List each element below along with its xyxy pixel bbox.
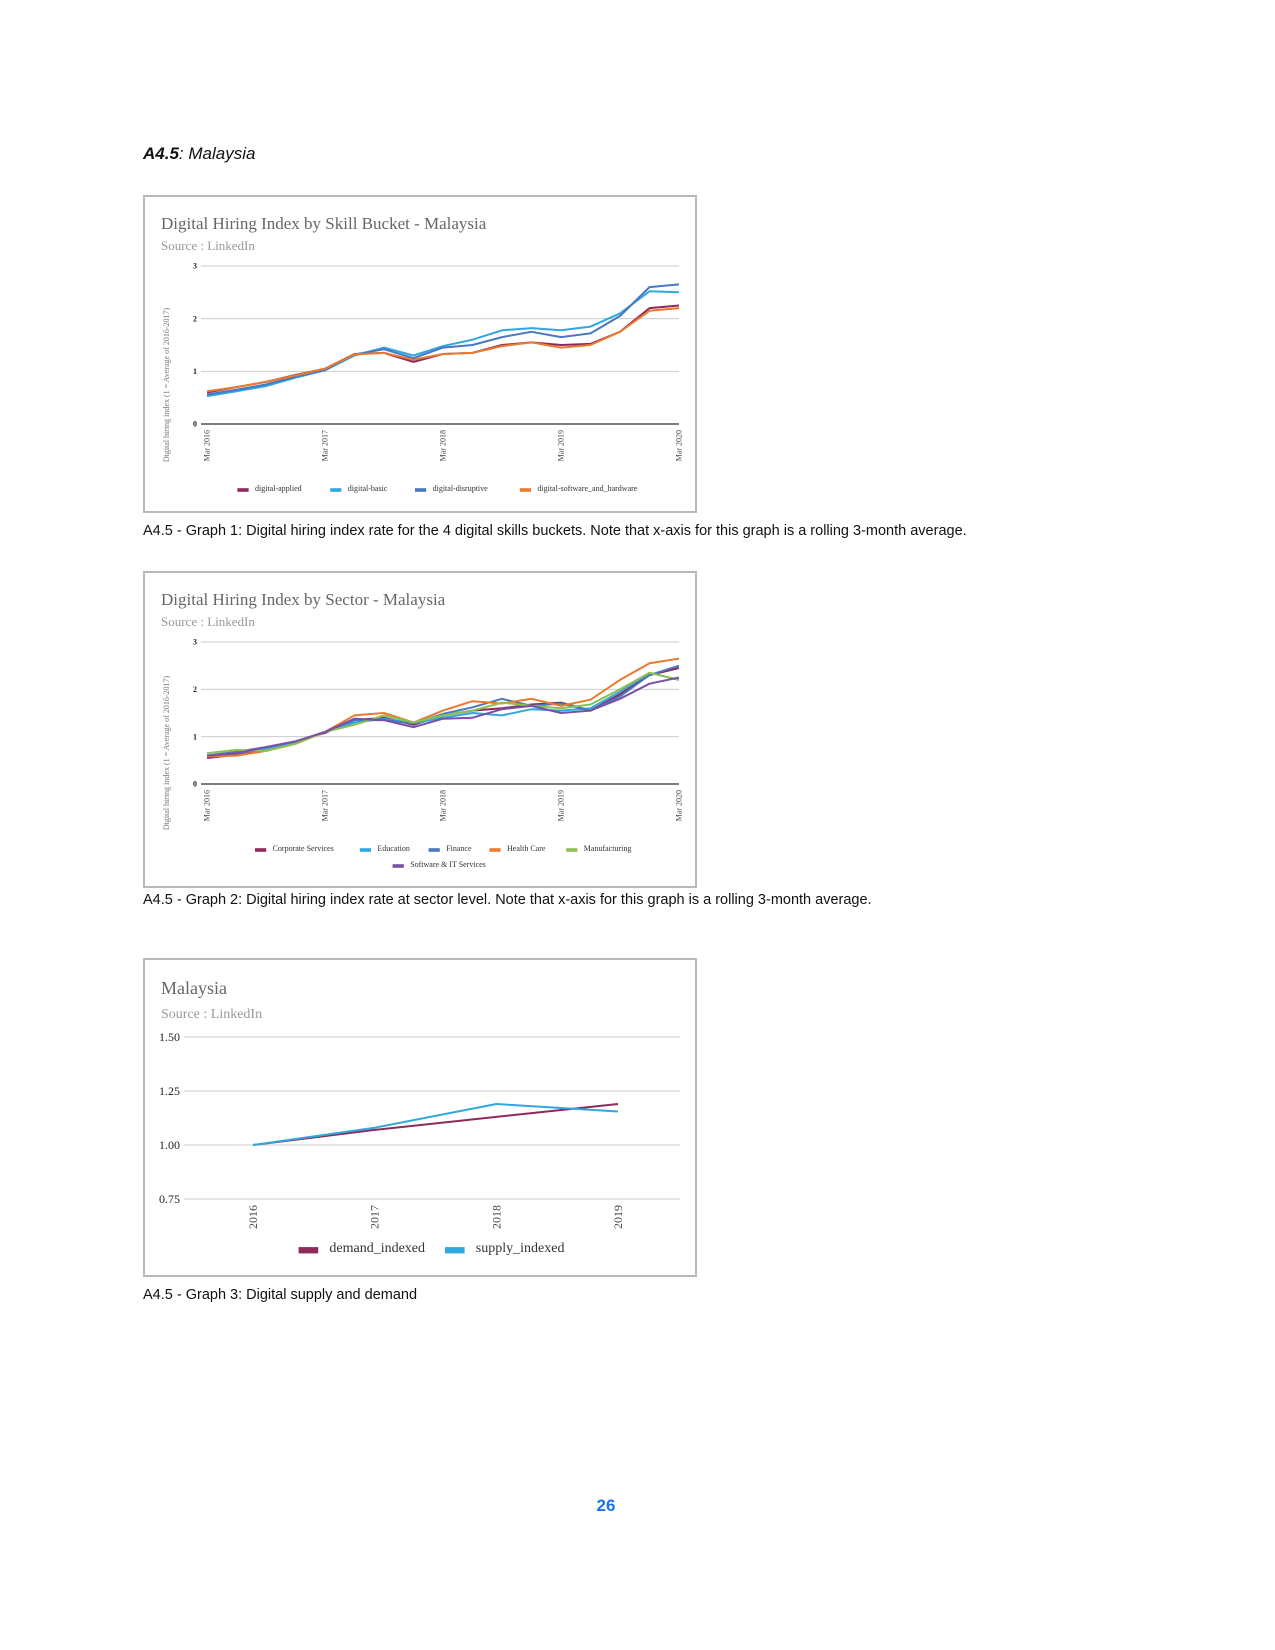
x-tick-label: 2017	[368, 1205, 382, 1229]
x-tick-label: Mar 2016	[203, 430, 212, 461]
legend-swatch	[298, 1247, 319, 1254]
x-tick-label: Mar 2017	[321, 430, 330, 461]
chart-svg: Malaysia Source : LinkedIn 0.75 1.00 1.25 1.5…	[159, 978, 680, 1256]
y-axis-label: Digital hiring index (1 = Average of 201…	[162, 308, 171, 463]
legend-swatch	[255, 848, 267, 852]
series-line-manufacturing	[206, 671, 680, 755]
x-tick-label: Mar 2018	[439, 790, 448, 821]
series-line-digital-basic	[206, 290, 680, 398]
section-title: : Malaysia	[178, 144, 256, 163]
legend-item: Health Care	[489, 844, 546, 853]
section-label: A4.5	[143, 144, 179, 163]
legend-item: supply_indexed	[445, 1241, 564, 1256]
caption-graph-1: A4.5 - Graph 1: Digital hiring index rat…	[143, 523, 967, 539]
legend-label: digital-software_and_hardware	[537, 484, 637, 493]
y-tick-label: 1.25	[159, 1084, 180, 1098]
legend-label: Education	[377, 844, 409, 853]
legend-label: Software & IT Services	[410, 860, 486, 869]
x-tick-label: Mar 2018	[439, 430, 448, 461]
legend-item: digital-software_and_hardware	[519, 484, 638, 493]
legend-swatch	[237, 488, 249, 492]
chart-subtitle: Source : LinkedIn	[161, 1007, 262, 1022]
series-line-digital-software-and-hardware	[206, 307, 680, 393]
series-line-demand-indexed	[252, 1103, 619, 1146]
chart-title: Digital Hiring Index by Sector - Malaysi…	[161, 590, 446, 609]
legend-item: Finance	[428, 844, 472, 853]
chart-svg: Digital Hiring Index by Skill Bucket - M…	[161, 214, 684, 493]
section-heading: A4.5: Malaysia	[143, 144, 255, 164]
page-number: 26	[596, 1496, 616, 1515]
legend-item: demand_indexed	[298, 1241, 425, 1256]
legend-swatch	[489, 848, 501, 852]
series-line-health-care	[206, 657, 680, 758]
legend-swatch	[428, 848, 440, 852]
y-tick-label: 0	[193, 420, 197, 429]
y-tick-label: 3	[193, 638, 197, 647]
legend-swatch	[330, 488, 342, 492]
y-tick-label: 2	[193, 314, 197, 323]
y-tick-label: 1.50	[159, 1030, 180, 1044]
legend-label: Corporate Services	[273, 844, 334, 853]
chart-subtitle: Source : LinkedIn	[161, 238, 255, 253]
legend-swatch	[445, 1247, 465, 1254]
legend-item: Corporate Services	[255, 844, 334, 853]
chart-supply-demand: Malaysia Source : LinkedIn 0.75 1.00 1.25 1.5…	[143, 958, 697, 1277]
y-tick-label: 0	[193, 780, 197, 789]
legend-label: digital-basic	[348, 484, 388, 493]
chart-skill-bucket: Digital Hiring Index by Skill Bucket - M…	[143, 195, 697, 513]
chart-svg: Digital Hiring Index by Sector - Malaysi…	[161, 590, 684, 869]
x-tick-label: Mar 2019	[557, 430, 566, 461]
x-tick-label: Mar 2020	[675, 430, 684, 461]
legend-label: Finance	[446, 844, 472, 853]
legend-item: Manufacturing	[566, 844, 631, 853]
legend-swatch	[392, 864, 404, 868]
chart-subtitle: Source : LinkedIn	[161, 614, 255, 629]
legend-item: Education	[359, 844, 410, 853]
y-tick-label: 1	[193, 732, 197, 741]
legend-swatch	[415, 488, 427, 492]
legend-label: Manufacturing	[584, 844, 632, 853]
legend-swatch	[359, 848, 371, 852]
legend-item: Software & IT Services	[392, 860, 486, 869]
y-tick-label: 2	[193, 685, 197, 694]
y-tick-label: 1.00	[159, 1138, 180, 1152]
caption-graph-3: A4.5 - Graph 3: Digital supply and deman…	[143, 1287, 418, 1303]
legend-label: digital-disruptive	[433, 484, 489, 493]
x-tick-label: Mar 2016	[203, 790, 212, 821]
x-tick-label: Mar 2019	[557, 790, 566, 821]
legend-swatch	[566, 848, 578, 852]
x-tick-label: 2016	[246, 1205, 260, 1229]
x-tick-label: 2019	[611, 1205, 625, 1229]
legend-label: supply_indexed	[476, 1241, 565, 1256]
legend-swatch	[519, 488, 531, 492]
legend-item: digital-applied	[237, 484, 302, 493]
legend-label: digital-applied	[255, 484, 302, 493]
caption-graph-2: A4.5 - Graph 2: Digital hiring index rat…	[143, 892, 872, 908]
chart-title: Malaysia	[161, 978, 227, 998]
x-tick-label: 2018	[489, 1205, 503, 1229]
chart-title: Digital Hiring Index by Skill Bucket - M…	[161, 214, 487, 233]
y-axis-label: Digital hiring index (1 = Average of 201…	[162, 676, 171, 831]
x-tick-label: Mar 2020	[675, 790, 684, 821]
y-tick-label: 0.75	[159, 1192, 180, 1206]
legend-item: digital-basic	[330, 484, 388, 493]
legend-label: Health Care	[507, 844, 546, 853]
x-tick-label: Mar 2017	[321, 790, 330, 821]
y-tick-label: 1	[193, 367, 197, 376]
series-line-software-it-services	[206, 676, 680, 757]
series-line-supply-indexed	[252, 1103, 619, 1146]
series-line-digital-disruptive	[206, 283, 680, 396]
y-tick-label: 3	[193, 262, 197, 271]
chart-sector: Digital Hiring Index by Sector - Malaysi…	[143, 571, 697, 888]
legend-label: demand_indexed	[329, 1241, 425, 1256]
legend-item: digital-disruptive	[415, 484, 488, 493]
